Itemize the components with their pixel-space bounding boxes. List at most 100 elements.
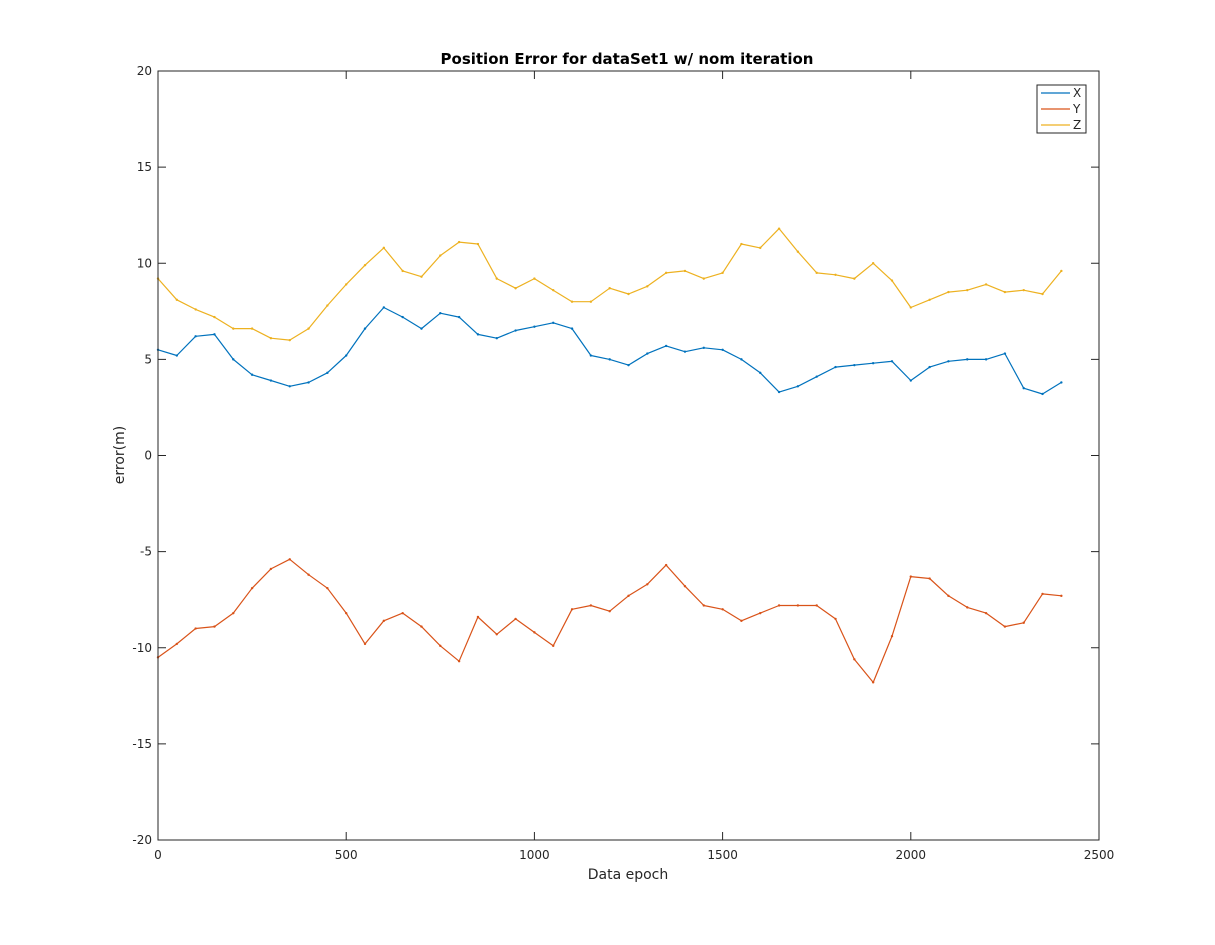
data-point-x [928,365,931,369]
data-point-x [909,379,912,382]
x-tick-label: 500 [335,848,358,862]
data-point-y [269,567,273,571]
data-point-z [796,250,800,253]
data-point-y [495,633,498,636]
data-point-z [401,269,404,273]
data-point-x [984,358,988,361]
data-point-x [175,354,179,357]
data-point-z [288,338,291,342]
data-point-z [232,327,235,330]
data-point-x [401,315,404,319]
data-point-x [796,385,800,388]
data-point-z [1041,292,1044,296]
y-tick-label: 5 [144,352,152,366]
data-point-x [307,381,310,384]
data-point-y [871,681,875,684]
data-point-x [1022,387,1025,390]
data-point-z [966,288,969,292]
data-point-y [307,573,310,576]
data-point-x [834,365,837,369]
data-point-y [890,635,894,638]
data-point-x [570,327,574,330]
x-tick-label: 1000 [519,848,550,862]
data-point-x [250,373,254,376]
data-point-z [250,327,254,330]
data-point-y [947,594,950,598]
data-point-x [608,358,611,361]
y-tick-label: -5 [140,545,152,559]
data-point-y [213,625,216,628]
data-point-z [740,242,743,246]
data-point-x [777,390,781,394]
data-point-x [514,329,517,332]
data-point-y [759,611,762,615]
data-point-x [533,325,536,328]
data-point-y [382,619,386,623]
x-tick-label: 2000 [896,848,927,862]
data-point-z [871,262,875,265]
data-point-x [232,358,235,361]
data-point-y [250,586,254,590]
data-point-x [589,354,593,357]
data-point-x [759,371,762,375]
data-point-y [683,585,687,588]
data-point-x [213,333,216,336]
data-point-x [1060,381,1063,384]
data-point-z [890,279,894,282]
data-point-x [1041,392,1044,396]
data-point-y [533,631,536,634]
data-point-z [627,292,630,296]
data-point-y [928,577,931,580]
data-point-z [552,288,555,292]
x-axis: 0 500 1000 1500 2000 2500 [154,71,1114,862]
data-point-x [853,363,856,367]
data-point-z [382,246,386,250]
data-point-z [1060,269,1063,273]
y-axis-label: error(m) [112,426,128,484]
chart-title: Position Error for dataSet1 w/ nom itera… [441,50,814,68]
data-point-x [457,315,461,319]
data-point-z [420,275,423,278]
data-point-z [815,271,818,275]
data-point-y [288,558,291,561]
data-point-z [683,269,687,273]
legend-label-z: Z [1073,118,1081,132]
data-point-z [439,254,442,257]
data-point-z [1003,290,1007,294]
data-point-z [834,273,837,276]
data-point-y [834,617,837,621]
data-point-y [439,644,442,648]
data-point-y [1003,625,1007,628]
data-point-x [740,358,743,361]
data-point-x [269,379,273,382]
data-point-y [853,658,856,661]
data-point-y [740,619,743,623]
x-axis-label: Data epoch [588,867,669,883]
data-point-z [269,337,273,340]
data-point-y [966,606,969,609]
data-point-z [608,287,611,290]
x-tick-label: 0 [154,848,162,862]
data-point-x [947,360,950,363]
data-point-z [721,271,724,275]
data-point-y [363,642,367,646]
data-point-x [476,333,480,336]
data-point-y [401,611,404,615]
plot-area [158,71,1099,840]
legend: XYZ [1036,84,1087,134]
data-point-x [664,344,668,348]
data-point-z [909,306,912,309]
y-axis: -20 -15 -10 -5 0 5 10 15 20 [132,64,1099,847]
data-point-y [777,604,781,607]
data-point-z [646,285,649,288]
data-point-z [514,287,517,290]
y-tick-label: -10 [132,641,152,655]
data-point-x [345,354,348,357]
data-point-x [194,335,197,338]
data-point-y [909,575,912,578]
data-point-z [1022,288,1025,292]
data-point-x [1003,352,1007,355]
data-point-z [777,227,781,230]
legend-label-y: Y [1072,102,1081,116]
y-tick-label: 10 [137,256,152,270]
